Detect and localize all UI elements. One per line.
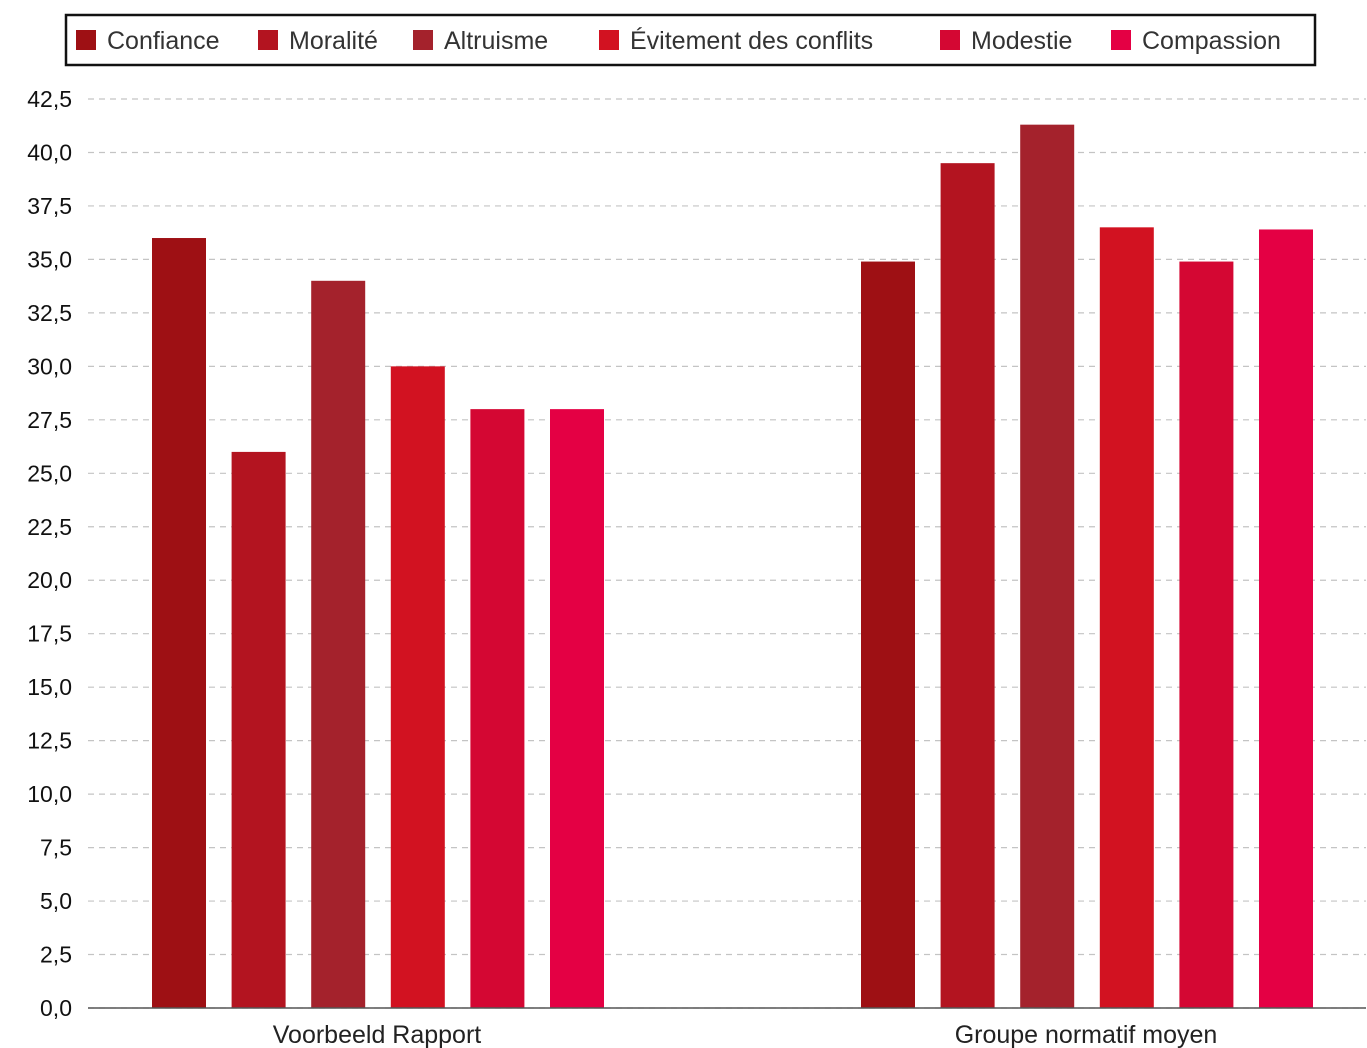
- y-tick-label: 5,0: [40, 888, 72, 914]
- y-tick-label: 10,0: [27, 781, 72, 807]
- y-tick-label: 42,5: [27, 86, 72, 112]
- bar-compassion: [550, 409, 604, 1009]
- gridlines: [88, 98, 1366, 1009]
- legend-swatch: [599, 30, 619, 50]
- x-category-label: Groupe normatif moyen: [955, 1021, 1218, 1048]
- y-axis: 0,0 2,5 5,0 7,5 10,0 12,5 15,0 17,5 20,0 22,5 25,0…: [27, 86, 72, 1021]
- legend-label: Modestie: [971, 27, 1072, 55]
- legend-swatch: [413, 30, 433, 50]
- legend: Confiance Moralité Altruisme Évitement des …: [64, 13, 1317, 67]
- y-tick-label: 37,5: [27, 193, 72, 219]
- y-tick-label: 2,5: [40, 942, 72, 968]
- y-tick-label: 32,5: [27, 300, 72, 326]
- y-tick-label: 27,5: [27, 407, 72, 433]
- y-tick-label: 15,0: [27, 674, 72, 700]
- legend-swatch: [1111, 30, 1131, 50]
- bar--vitement-des-conflits: [1099, 227, 1154, 1008]
- legend-label: Confiance: [107, 27, 220, 55]
- y-tick-label: 0,0: [40, 995, 72, 1021]
- y-tick-label: 7,5: [40, 835, 72, 861]
- y-tick-label: 22,5: [27, 514, 72, 540]
- bar-modestie: [1179, 261, 1234, 1008]
- bar-moralit-: [940, 163, 995, 1009]
- bar-altruisme: [311, 280, 366, 1008]
- y-tick-label: 30,0: [27, 353, 72, 379]
- x-category-label: Voorbeeld Rapport: [273, 1021, 482, 1048]
- legend-label: Altruisme: [444, 27, 548, 55]
- bar-moralit-: [231, 451, 286, 1008]
- bar-confiance: [861, 261, 915, 1008]
- bars: [152, 124, 1313, 1009]
- legend-swatch: [940, 30, 960, 50]
- y-tick-label: 35,0: [27, 246, 72, 272]
- bar-confiance: [152, 238, 206, 1008]
- y-tick-label: 17,5: [27, 621, 72, 647]
- legend-swatch: [258, 30, 278, 50]
- legend-swatch: [76, 30, 96, 50]
- y-tick-label: 20,0: [27, 567, 72, 593]
- y-tick-label: 40,0: [27, 139, 72, 165]
- y-tick-label: 12,5: [27, 728, 72, 754]
- legend-label: Évitement des conflits: [630, 26, 873, 55]
- bar-modestie: [470, 409, 525, 1009]
- y-tick-label: 25,0: [27, 460, 72, 486]
- legend-label: Compassion: [1142, 27, 1281, 55]
- bar--vitement-des-conflits: [390, 366, 445, 1009]
- bar-altruisme: [1020, 124, 1075, 1008]
- x-axis: Voorbeeld Rapport Groupe normatif moyen: [273, 1021, 1218, 1048]
- bar-compassion: [1259, 229, 1313, 1008]
- legend-label: Moralité: [289, 27, 378, 55]
